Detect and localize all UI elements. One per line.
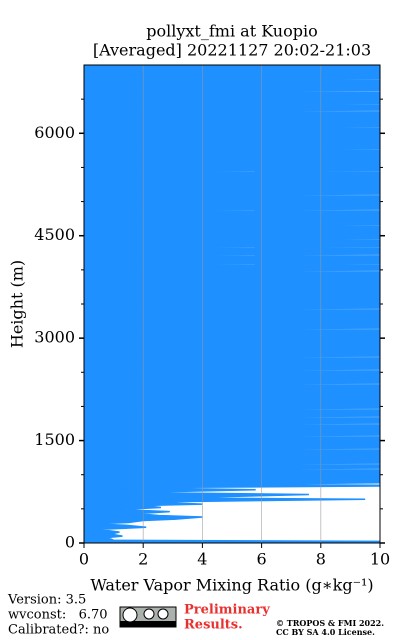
x-tick-label: 2 [138,550,148,569]
preliminary-note: Preliminary [184,603,270,618]
x-tick-label: 10 [370,550,390,569]
cc-logo [119,606,177,628]
profile-area [84,65,380,543]
version: Version: 3.5 [7,593,86,608]
plot-area [84,65,380,543]
chart-title: [Averaged] 20221127 20:02-21:03 [93,41,371,60]
chart-title: pollyxt_fmi at Kuopio [146,22,317,41]
y-tick-label: 3000 [34,328,75,347]
axes-frame [83,64,381,544]
x-tick-label: 0 [79,550,89,569]
copyright: CC BY SA 4.0 License. [276,627,375,637]
x-tick-label: 8 [316,550,326,569]
y-axis-label: Height (m) [8,260,27,348]
wvconst: wvconst: 6.70 [8,608,108,623]
x-tick-label: 6 [257,550,267,569]
profile [84,65,380,543]
preliminary-note: Results. [184,618,243,633]
y-tick-label: 1500 [34,430,75,449]
calibrated: Calibrated?: no [8,623,109,638]
x-axis-label: Water Vapor Mixing Ratio (g∗kg⁻¹) [90,576,373,595]
x-tick-label: 4 [197,550,207,569]
y-tick-label: 6000 [34,123,75,142]
y-tick-label: 4500 [34,225,75,244]
copyright: © TROPOS & FMI 2022. [276,618,384,628]
y-tick-label: 0 [65,533,75,552]
